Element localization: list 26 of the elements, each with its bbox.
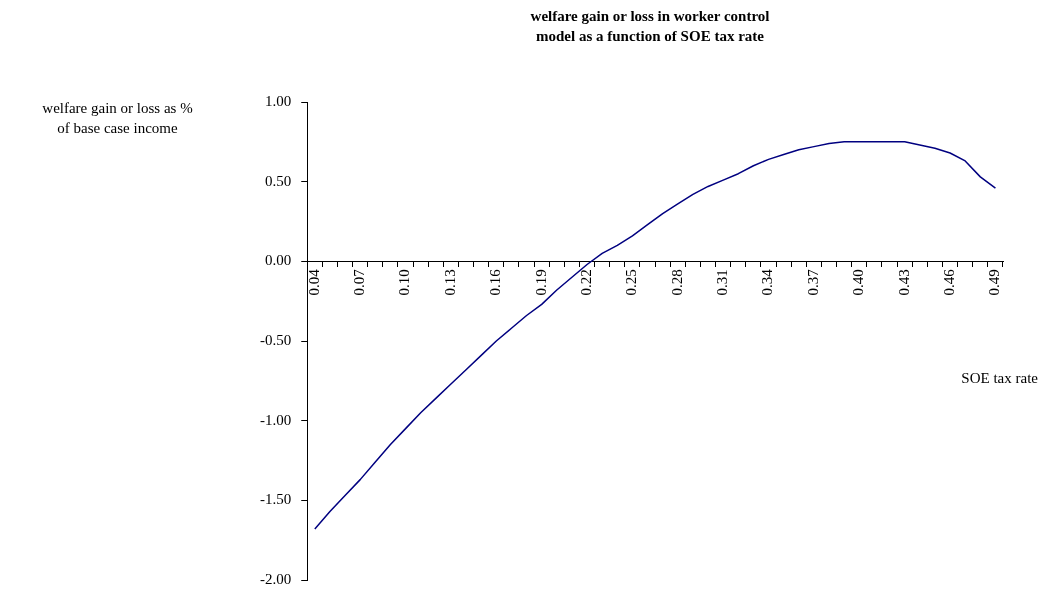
- chart-title: welfare gain or loss in worker control model as a function of SOE tax rate: [529, 7, 771, 46]
- y-tick-label: 0.00: [265, 252, 292, 269]
- x-tick-label: 0.43: [895, 269, 912, 296]
- y-tick-label: -0.50: [260, 331, 292, 348]
- x-tick-label: 0.46: [941, 268, 957, 296]
- x-tick-label: 0.16: [487, 268, 504, 296]
- x-tick-label: 0.49: [986, 269, 1003, 296]
- x-tick-label: 0.22: [578, 269, 594, 296]
- x-tick-label: 0.10: [396, 269, 413, 296]
- x-tick-label: 0.37: [804, 268, 821, 296]
- x-axis-title: SOE tax rate: [961, 370, 1038, 387]
- x-tick-label: 0.28: [668, 269, 685, 296]
- x-tick-label: 0.34: [759, 268, 776, 296]
- x-tick-label: 0.13: [441, 269, 458, 296]
- x-tick-label: 0.04: [305, 268, 322, 296]
- y-tick-label: 0.50: [265, 172, 292, 189]
- x-tick-label: 0.19: [532, 269, 549, 296]
- y-tick-label: -2.00: [260, 570, 292, 587]
- y-axis-title: welfare gain or loss as % of base case income: [41, 99, 194, 138]
- x-tick-label: 0.07: [351, 268, 368, 296]
- x-tick-label: 0.25: [623, 269, 640, 296]
- y-tick-label: -1.50: [260, 491, 292, 508]
- y-tick-label: -1.00: [260, 411, 292, 428]
- x-tick-label: 0.31: [714, 269, 731, 296]
- y-tick-label: 1.00: [265, 92, 292, 109]
- x-tick-label: 0.40: [850, 269, 867, 296]
